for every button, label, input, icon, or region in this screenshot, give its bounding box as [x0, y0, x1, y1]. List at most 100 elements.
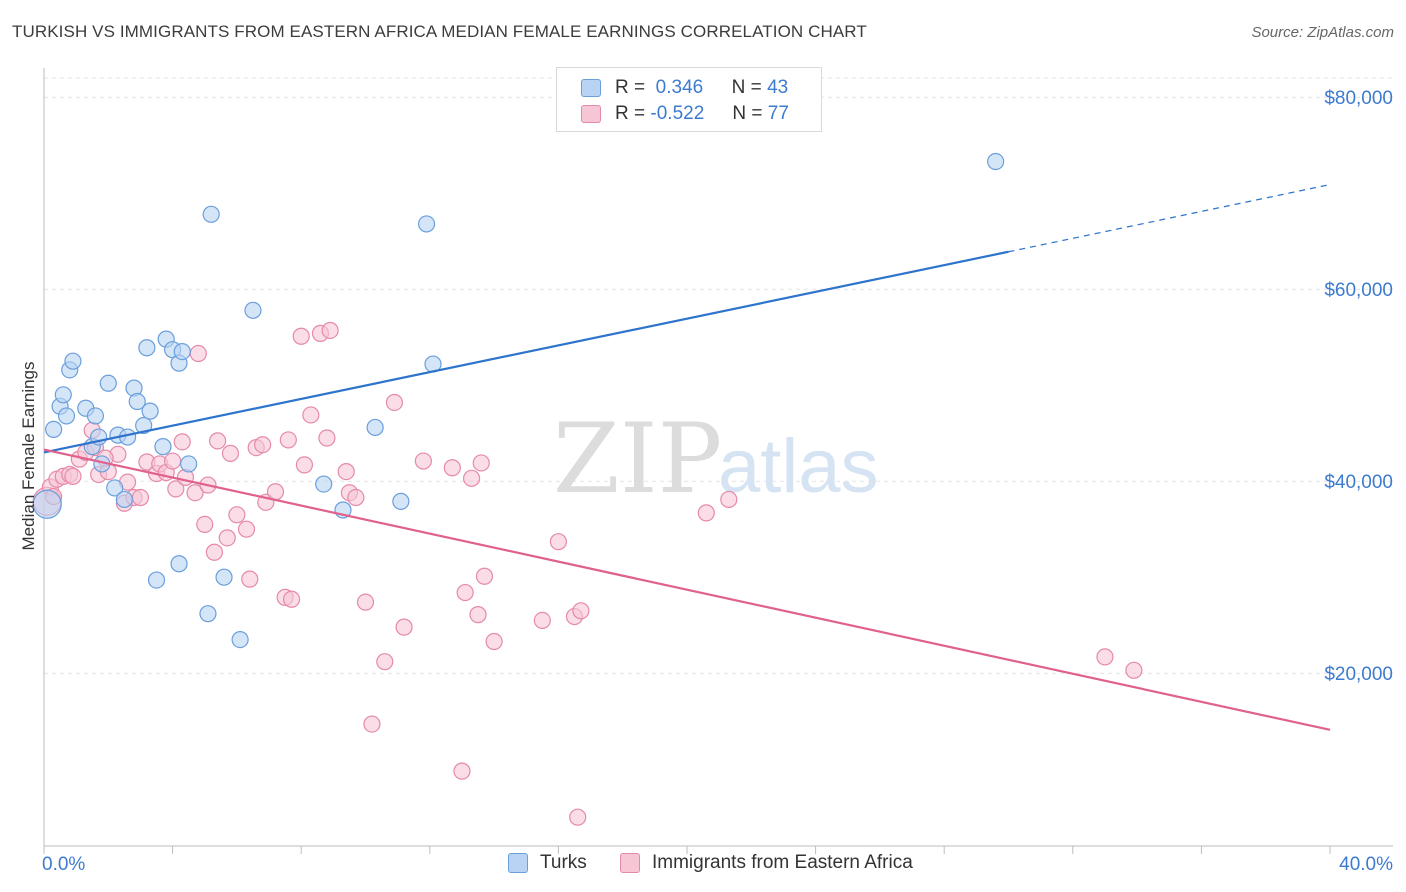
r-label: R = [615, 103, 646, 124]
trendlines [43, 183, 1331, 731]
watermark: ZIP atlas [553, 403, 879, 515]
eastern-africa-point [469, 606, 487, 624]
turks-point [99, 374, 117, 392]
y-axis-label: Median Female Earnings [19, 362, 38, 551]
turks-point [106, 479, 124, 497]
turks-point [244, 301, 262, 319]
eastern-africa-point [295, 456, 314, 474]
eastern-africa-point [453, 762, 471, 780]
eastern-africa-point [347, 488, 365, 507]
y-tick-label: $80,000 [1324, 88, 1393, 109]
y-tick-label: $60,000 [1324, 280, 1393, 301]
eastern-africa-point [697, 504, 715, 522]
eastern-africa-swatch [581, 105, 601, 123]
axes [43, 68, 1393, 847]
eastern-africa-point [1096, 648, 1114, 666]
eastern-africa-point [1125, 661, 1143, 679]
x-tick-label-min: 0.0% [42, 854, 85, 875]
eastern-africa-point [720, 490, 738, 509]
eastern-africa-point [205, 543, 223, 561]
turks-point [64, 352, 82, 370]
legend-item-eastern-africa[interactable]: Immigrants from Eastern Africa [620, 852, 913, 874]
source-label: Source: ZipAtlas.com [1251, 24, 1394, 41]
eastern-africa-point [228, 506, 246, 524]
turks-point [138, 339, 156, 357]
n-value: 43 [767, 77, 789, 98]
turks-point [180, 455, 198, 473]
turks-point [170, 555, 188, 573]
x-ticks [43, 846, 1331, 854]
eastern-africa-point [475, 567, 494, 585]
eastern-africa-point [221, 444, 240, 462]
eastern-africa-point [569, 808, 587, 826]
r-value: -0.522 [650, 103, 705, 124]
eastern-africa-point [363, 715, 381, 733]
eastern-africa-point [395, 618, 413, 636]
eastern-africa-point [241, 570, 259, 588]
turks-swatch [581, 79, 601, 97]
turks-point [154, 438, 172, 456]
eastern-africa-point [279, 431, 297, 449]
eastern-africa-point [186, 484, 204, 502]
eastern-africa-point [318, 429, 336, 447]
n-value: 77 [767, 103, 789, 124]
turks-trendline [43, 250, 1009, 454]
stats-legend: R = 0.346 N = 43 R = -0.522 N = 77 [556, 67, 822, 132]
eastern-africa-point [218, 529, 236, 547]
turks-point [32, 489, 62, 519]
eastern-africa-legend-label: Immigrants from Eastern Africa [652, 852, 913, 873]
turks-point [231, 630, 249, 649]
watermark-atlas: atlas [718, 424, 879, 509]
eastern-africa-point [376, 653, 394, 671]
eastern-africa-point [302, 406, 320, 424]
turks-point [54, 386, 72, 404]
eastern-africa-point [167, 480, 185, 498]
turks-legend-label: Turks [540, 852, 587, 873]
turks-point [128, 392, 146, 411]
turks-point [86, 407, 105, 425]
turks-point [141, 402, 159, 420]
eastern-africa-point [472, 454, 490, 472]
eastern-africa-point [254, 436, 272, 454]
legend-row-turks: R = 0.346 N = 43 [581, 76, 788, 100]
n-label: N = [731, 77, 762, 98]
turks-point [115, 490, 133, 509]
eastern-africa-trendline [43, 448, 1331, 731]
eastern-africa-point [321, 321, 339, 340]
eastern-africa-legend-swatch [620, 853, 640, 873]
watermark-zip: ZIP [553, 403, 722, 515]
eastern-africa-point [337, 463, 355, 481]
eastern-africa-point [533, 611, 551, 630]
eastern-africa-point [292, 327, 310, 345]
legend-item-turks[interactable]: Turks [508, 852, 587, 874]
chart-title: TURKISH VS IMMIGRANTS FROM EASTERN AFRIC… [12, 22, 867, 41]
series-eastern-africa [32, 321, 1143, 826]
eastern-africa-point [462, 469, 481, 487]
turks-point [147, 571, 166, 589]
eastern-africa-point [385, 393, 404, 412]
eastern-africa-point [572, 602, 590, 620]
eastern-africa-point [414, 452, 432, 470]
turks-point [199, 605, 217, 623]
legend-row-eastern-africa: R = -0.522 N = 77 [581, 102, 789, 126]
y-tick-label: $20,000 [1324, 664, 1393, 685]
turks-point [987, 152, 1005, 171]
eastern-africa-point [282, 590, 301, 608]
eastern-africa-point [189, 344, 207, 363]
turks-point [135, 416, 153, 435]
turks-point [215, 568, 233, 586]
y-tick-labels: $20,000 $40,000 $60,000 $80,000 [1324, 88, 1393, 685]
eastern-africa-point [196, 515, 214, 534]
x-tick-label-max: 40.0% [1339, 854, 1393, 875]
turks-point [392, 492, 410, 510]
eastern-africa-point [549, 533, 568, 551]
eastern-africa-point [237, 520, 256, 538]
r-label: R = [615, 77, 646, 98]
eastern-africa-point [209, 432, 227, 450]
eastern-africa-point [164, 452, 182, 470]
series-turks [32, 152, 1005, 649]
eastern-africa-point [456, 583, 474, 602]
eastern-africa-point [131, 488, 150, 507]
turks-point [45, 420, 63, 438]
